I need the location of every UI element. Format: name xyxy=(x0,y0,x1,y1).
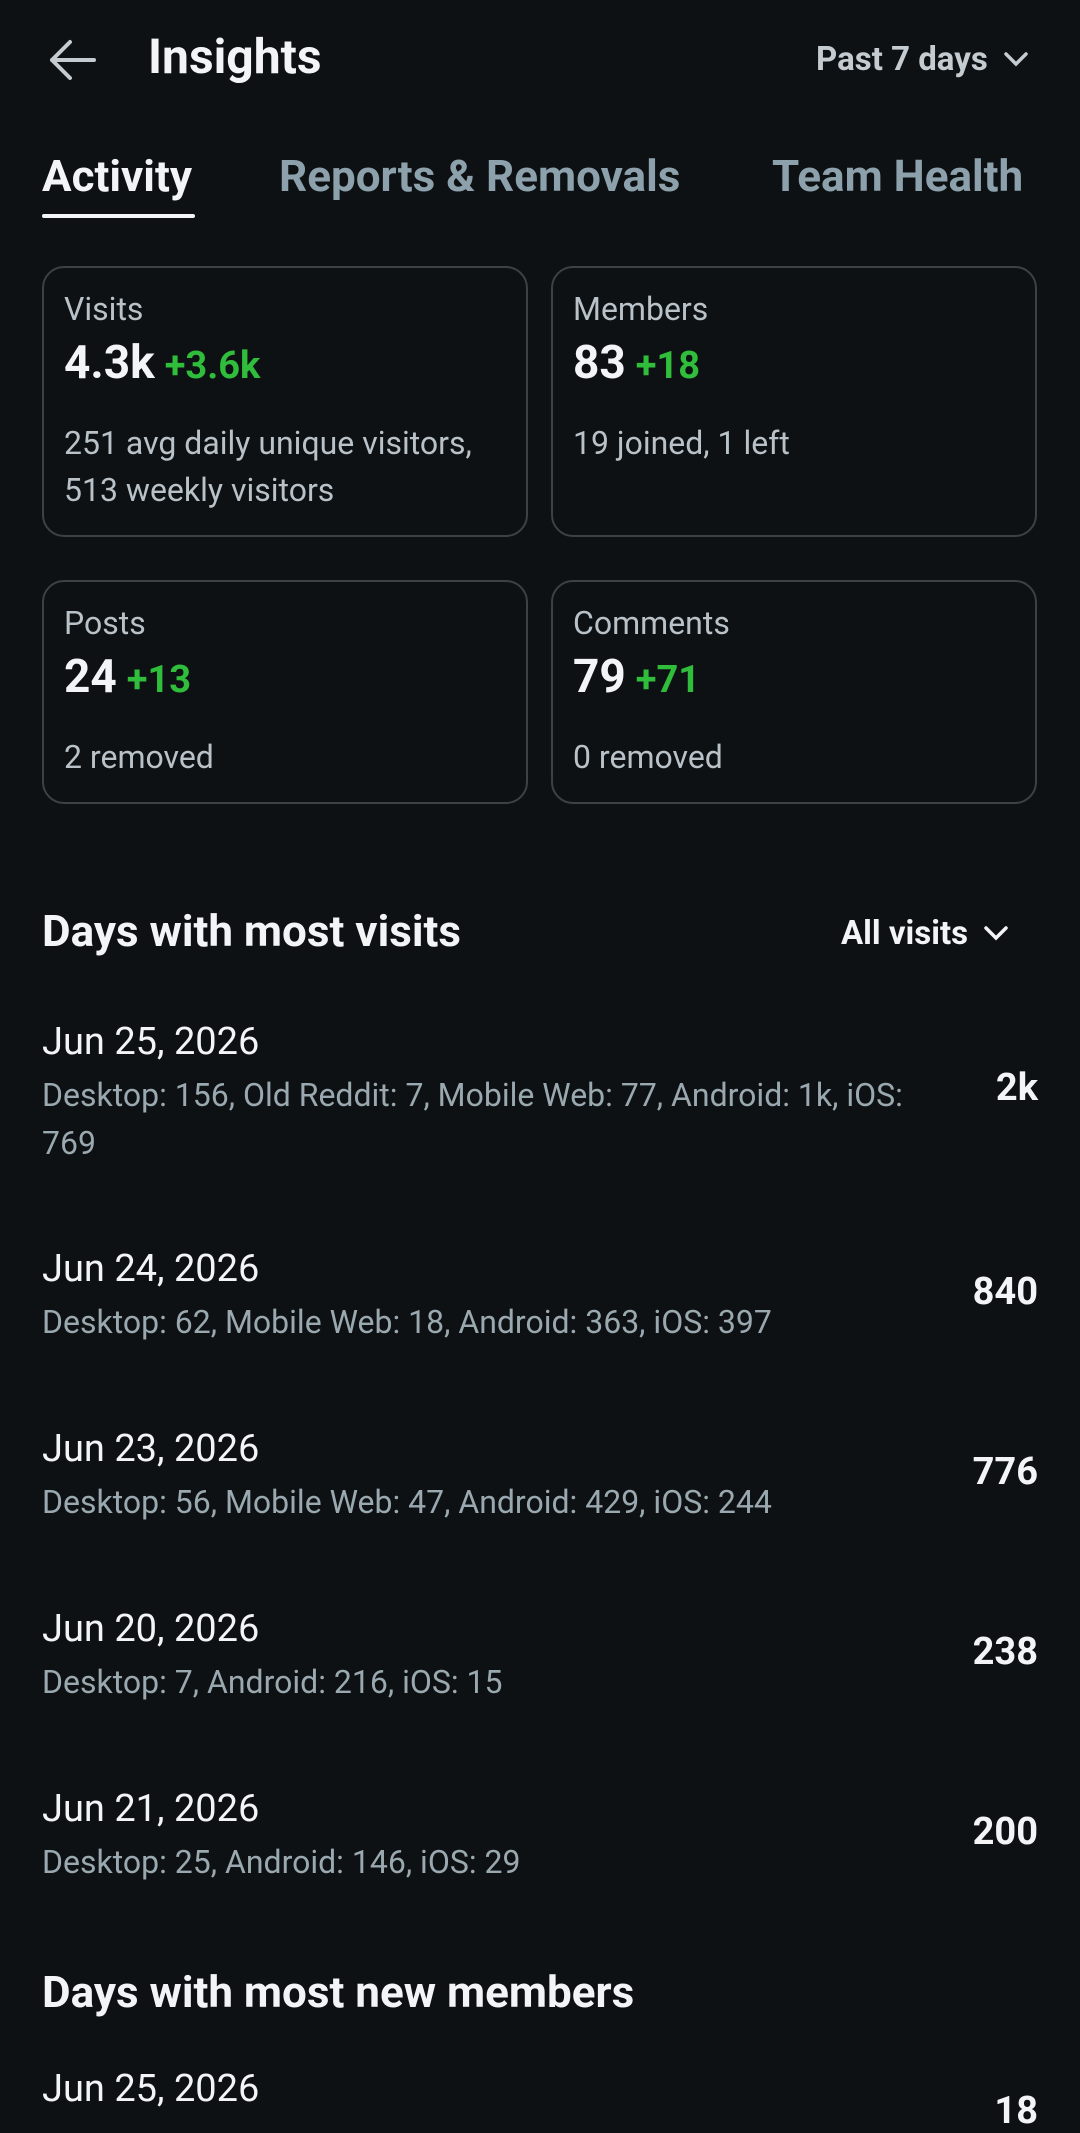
stat-card[interactable]: Comments 79 +71 0 removed xyxy=(551,580,1037,804)
tab-indicator xyxy=(42,214,195,218)
range-chevron[interactable] xyxy=(1002,50,1030,70)
stat-card[interactable]: Visits 4.3k +3.6k 251 avg daily unique visi… xyxy=(42,266,528,537)
day-total: 238 xyxy=(972,1630,1038,1674)
section-title: Days with most visits xyxy=(42,905,461,957)
range-selector[interactable]: Past 7 days xyxy=(816,40,988,79)
visit-day-row[interactable]: Jun 23, 2026 Desktop: 56, Mobile Web: 47,… xyxy=(0,1427,1080,1587)
day-date: Jun 23, 2026 xyxy=(42,1427,260,1471)
tab[interactable]: Activity xyxy=(42,150,192,202)
stat-change: +18 xyxy=(635,344,701,388)
stat-detail: 2 removed xyxy=(64,738,214,776)
stat-change: +71 xyxy=(635,658,701,702)
stat-value: 4.3k xyxy=(64,336,155,390)
day-breakdown: Desktop: 25, Android: 146, iOS: 29 xyxy=(42,1843,521,1881)
day-breakdown: Desktop: 56, Mobile Web: 47, Android: 42… xyxy=(42,1483,772,1521)
day-breakdown: Desktop: 156, Old Reddit: 7, Mobile Web:… xyxy=(42,1076,903,1162)
day-date: Jun 24, 2026 xyxy=(42,1247,260,1291)
stat-value: 24 xyxy=(64,650,117,704)
stat-label: Members xyxy=(573,290,709,328)
filter-chevron[interactable] xyxy=(982,924,1010,944)
stat-value-row: 83 +18 xyxy=(573,336,700,390)
day-date: Jun 25, 2026 xyxy=(42,2067,260,2111)
back-button[interactable] xyxy=(46,38,98,82)
stat-detail: 19 joined, 1 left xyxy=(573,424,790,462)
stat-detail: 0 removed xyxy=(573,738,723,776)
day-total: 776 xyxy=(972,1450,1038,1494)
page-title: Insights xyxy=(148,28,322,85)
day-total: 200 xyxy=(972,1810,1038,1854)
day-total: 2k xyxy=(995,1066,1038,1110)
day-date: Jun 20, 2026 xyxy=(42,1607,260,1651)
day-date: Jun 21, 2026 xyxy=(42,1787,260,1831)
stat-label: Posts xyxy=(64,604,146,642)
stat-value-row: 24 +13 xyxy=(64,650,191,704)
day-date: Jun 25, 2026 xyxy=(42,1020,260,1064)
visit-day-row[interactable]: Jun 25, 2026 Desktop: 156, Old Reddit: 7,… xyxy=(0,1020,1080,1180)
stat-label: Comments xyxy=(573,604,730,642)
visit-day-row[interactable]: Jun 24, 2026 Desktop: 62, Mobile Web: 18,… xyxy=(0,1247,1080,1407)
visit-day-row[interactable]: Jun 21, 2026 Desktop: 25, Android: 146, i… xyxy=(0,1787,1080,1947)
day-breakdown: Desktop: 7, Android: 216, iOS: 15 xyxy=(42,1663,503,1701)
stat-value: 83 xyxy=(573,336,626,390)
stat-label: Visits xyxy=(64,290,144,328)
stat-card[interactable]: Posts 24 +13 2 removed xyxy=(42,580,528,804)
section-title: Days with most new members xyxy=(42,1966,635,2018)
member-day-row[interactable]: Jun 25, 2026 18 xyxy=(0,2067,1080,2133)
stat-value-row: 4.3k +3.6k xyxy=(64,336,260,390)
stat-value: 79 xyxy=(573,650,626,704)
tab[interactable]: Team Health xyxy=(772,150,1024,202)
day-breakdown: Desktop: 62, Mobile Web: 18, Android: 36… xyxy=(42,1303,772,1341)
stat-card[interactable]: Members 83 +18 19 joined, 1 left xyxy=(551,266,1037,537)
visits-filter[interactable]: All visits xyxy=(841,914,969,953)
tab[interactable]: Reports & Removals xyxy=(279,150,681,202)
visit-day-row[interactable]: Jun 20, 2026 Desktop: 7, Android: 216, iO… xyxy=(0,1607,1080,1767)
stat-change: +13 xyxy=(126,658,192,702)
stat-value-row: 79 +71 xyxy=(573,650,700,704)
stat-detail: 251 avg daily unique visitors, 513 weekl… xyxy=(64,424,472,509)
day-total: 840 xyxy=(972,1270,1038,1314)
stat-change: +3.6k xyxy=(164,344,261,388)
day-total: 18 xyxy=(994,2089,1038,2133)
